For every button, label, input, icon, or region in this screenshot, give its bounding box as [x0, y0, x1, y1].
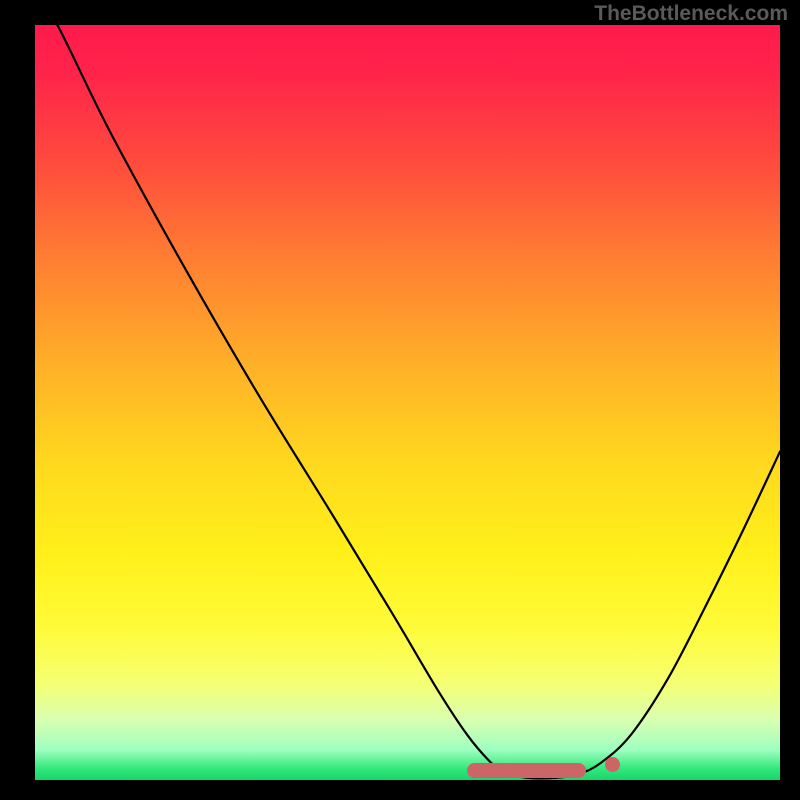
bottleneck-curve [35, 25, 780, 780]
chart-canvas: TheBottleneck.com [0, 0, 800, 800]
watermark-text: TheBottleneck.com [594, 2, 788, 26]
optimal-range-marker [467, 763, 586, 778]
plot-area [35, 25, 780, 780]
